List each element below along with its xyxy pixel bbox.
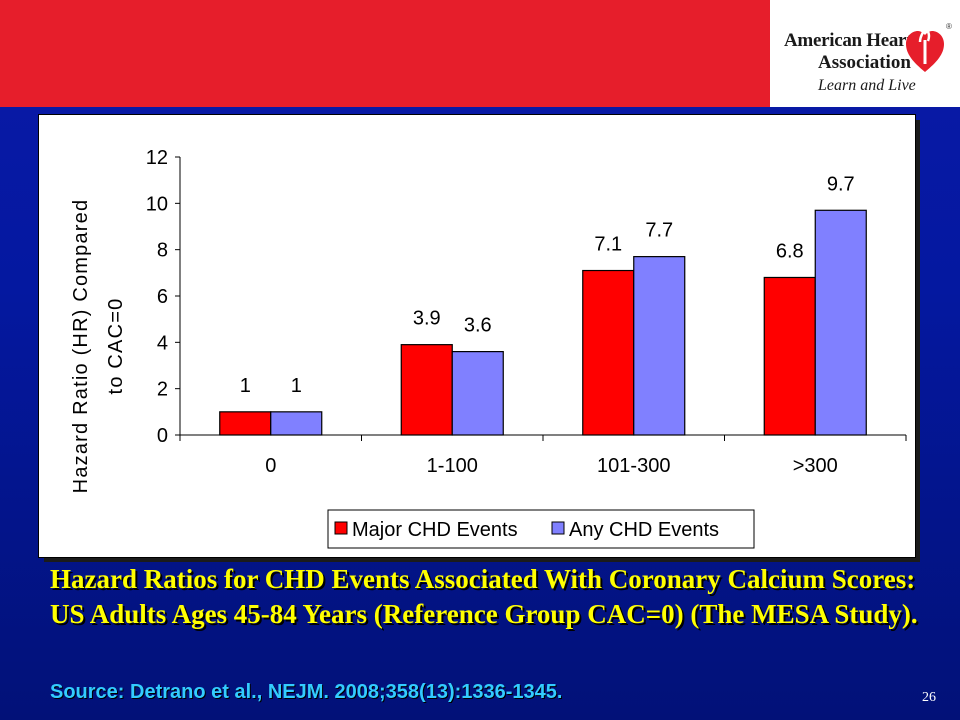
x-category-label: 1-100 [427, 455, 478, 477]
y-tick-label: 2 [157, 379, 168, 401]
slide-caption: Hazard Ratios for CHD Events Associated … [50, 562, 930, 632]
bar-data-label: 1 [240, 375, 251, 397]
bar-major-chd [400, 344, 453, 436]
bar-data-label: 1 [291, 375, 302, 397]
logo-name-line2: Association [818, 52, 911, 73]
page-number: 26 [922, 690, 936, 705]
bar-data-label: 9.7 [827, 173, 855, 195]
heart-torch-icon [906, 24, 944, 72]
hazard-ratio-chart: Hazard Ratio (HR) Compared to CAC=0 0 2 4 6… [70, 147, 907, 549]
registered-mark: ® [946, 22, 952, 31]
y-tick-label: 6 [157, 286, 168, 308]
source-citation: Source: Detrano et al., NEJM. 2008;358(1… [50, 681, 563, 703]
logo-tagline: Learn and Live [818, 77, 916, 94]
bar-data-label: 3.9 [413, 308, 441, 330]
chart-bars: 1 1 3.9 3.6 7.1 7.7 6.8 9.7 [219, 173, 867, 436]
y-axis-label-line1: Hazard Ratio (HR) Compared [70, 199, 92, 494]
y-axis-label-line2: to CAC=0 [105, 298, 127, 395]
caption-study: (The MESA Study). [690, 599, 918, 629]
y-tick-label: 0 [157, 425, 168, 447]
bar-any-chd [270, 411, 323, 436]
y-axis-label: Hazard Ratio (HR) Compared to CAC=0 [70, 199, 127, 494]
legend-entry: Major CHD Events [352, 519, 518, 541]
bar-data-label: 3.6 [464, 315, 492, 337]
x-category-label: 101-300 [597, 455, 670, 477]
logo-name-line1: American Heart [784, 30, 913, 51]
y-tick-label: 10 [146, 193, 168, 215]
bar-any-chd [633, 256, 686, 436]
bar-data-label: 6.8 [776, 240, 804, 262]
x-category-label: >300 [793, 455, 838, 477]
bar-data-label: 7.1 [594, 234, 622, 256]
bar-any-chd [451, 351, 504, 436]
y-tick-label: 4 [157, 332, 168, 354]
y-tick-label: 8 [157, 240, 168, 262]
legend-swatch [334, 521, 348, 535]
bar-major-chd [582, 269, 635, 436]
bar-major-chd [763, 276, 816, 436]
bar-data-label: 7.7 [645, 220, 673, 242]
legend-entry: Any CHD Events [569, 519, 719, 541]
chart-legend: Major CHD Events Any CHD Events [327, 509, 755, 549]
bar-major-chd [219, 411, 272, 436]
bar-any-chd [814, 209, 867, 436]
caption-main: Hazard Ratios for CHD Events Associated … [50, 564, 916, 629]
x-category-label: 0 [265, 455, 276, 477]
legend-box [327, 509, 755, 549]
y-tick-label: 12 [146, 147, 168, 169]
legend-swatch [551, 521, 565, 535]
chart-axes: 0 2 4 6 8 10 12 0 1-100 101-300 >300 [146, 147, 907, 477]
